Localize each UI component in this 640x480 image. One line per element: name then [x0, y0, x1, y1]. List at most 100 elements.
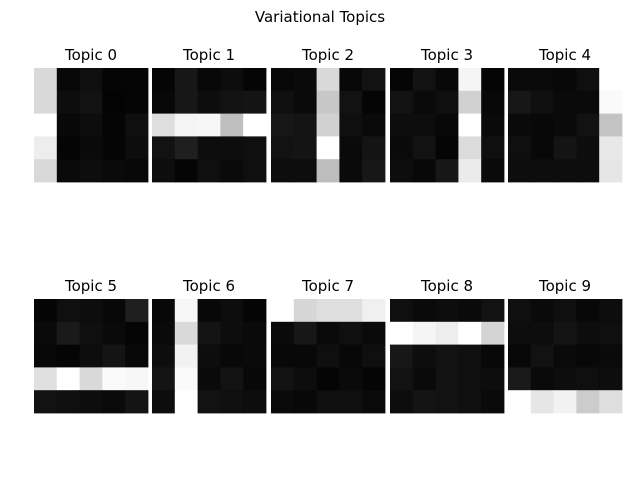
heatmap-cell [102, 68, 126, 92]
heatmap-cell [152, 390, 176, 414]
heatmap-cell [316, 159, 340, 183]
heatmap-cell [293, 113, 317, 137]
heatmap-cell [56, 113, 80, 137]
heatmap-cell [553, 90, 577, 114]
heatmap-cell [174, 136, 198, 160]
heatmap-cell [530, 344, 554, 368]
heatmap-cell [576, 367, 600, 391]
topic-panel-title: Topic 0 [64, 46, 117, 64]
heatmap-cell [125, 367, 149, 391]
heatmap-cell [530, 367, 554, 391]
heatmap-cell [435, 113, 459, 137]
heatmap-cell [435, 390, 459, 414]
heatmap-cell [174, 299, 198, 323]
heatmap-cell [390, 68, 414, 92]
topic-panel-7: Topic 7 [271, 277, 386, 414]
heatmap-cell [530, 136, 554, 160]
topic-panel-5: Topic 5 [34, 277, 149, 414]
heatmap-cell [412, 299, 436, 323]
heatmap-cell [271, 136, 295, 160]
heatmap-cell [102, 321, 126, 345]
heatmap-cell [390, 159, 414, 183]
heatmap-cell [125, 344, 149, 368]
heatmap-cell [339, 299, 363, 323]
heatmap-cell [34, 321, 58, 345]
heatmap-cell [271, 299, 295, 323]
heatmap-cell [102, 344, 126, 368]
heatmap-cell [435, 321, 459, 345]
heatmap-cell [220, 299, 244, 323]
heatmap-cell [293, 90, 317, 114]
heatmap-cell [102, 299, 126, 323]
heatmap-cell [293, 136, 317, 160]
heatmap-cell [79, 321, 103, 345]
heatmap-cell [34, 299, 58, 323]
heatmap-cell [481, 136, 505, 160]
heatmap-cell [599, 136, 623, 160]
heatmap-cell [599, 344, 623, 368]
topic-panel-6: Topic 6 [152, 277, 267, 414]
topic-panel-title: Topic 8 [420, 277, 473, 295]
heatmap-cell [220, 344, 244, 368]
heatmap-cell [56, 367, 80, 391]
heatmap-cell [197, 321, 221, 345]
heatmap-cell [458, 299, 482, 323]
heatmap-cell [599, 321, 623, 345]
heatmap-cell [481, 90, 505, 114]
heatmap-cell [412, 159, 436, 183]
topic-panel-title: Topic 9 [538, 277, 591, 295]
heatmap-cell [152, 90, 176, 114]
heatmap-cell [56, 390, 80, 414]
heatmap-cell [553, 136, 577, 160]
heatmap-cell [220, 90, 244, 114]
heatmap-cell [316, 344, 340, 368]
heatmap-cell [152, 321, 176, 345]
heatmap-cell [34, 344, 58, 368]
heatmap-cell [508, 321, 532, 345]
heatmap-cell [481, 367, 505, 391]
heatmap-cell [390, 113, 414, 137]
heatmap-cell [390, 90, 414, 114]
heatmap-cell [339, 159, 363, 183]
heatmap-cell [458, 344, 482, 368]
heatmap-cell [481, 68, 505, 92]
heatmap-cell [220, 390, 244, 414]
heatmap-cell [174, 113, 198, 137]
heatmap-cell [293, 344, 317, 368]
heatmap-cell [152, 159, 176, 183]
heatmap-cell [243, 90, 267, 114]
heatmap-cell [458, 113, 482, 137]
heatmap-cell [508, 299, 532, 323]
heatmap-cell [174, 321, 198, 345]
heatmap-cell [362, 321, 386, 345]
heatmap-cell [243, 367, 267, 391]
heatmap-cell [390, 136, 414, 160]
heatmap-cell [458, 159, 482, 183]
heatmap-cell [435, 367, 459, 391]
heatmap-cell [125, 90, 149, 114]
heatmap-cell [339, 321, 363, 345]
heatmap-cell [220, 321, 244, 345]
heatmap-cell [197, 68, 221, 92]
heatmap-cell [412, 344, 436, 368]
heatmap-cell [530, 90, 554, 114]
heatmap-cell [271, 390, 295, 414]
heatmap-cell [102, 159, 126, 183]
heatmap-cell [412, 367, 436, 391]
heatmap-cell [339, 90, 363, 114]
heatmap-cell [316, 90, 340, 114]
heatmap-cell [243, 299, 267, 323]
heatmap-cell [412, 136, 436, 160]
heatmap-cell [197, 90, 221, 114]
heatmap-cell [125, 390, 149, 414]
heatmap-cell [316, 299, 340, 323]
heatmap-cell [316, 321, 340, 345]
topic-panel-title: Topic 6 [182, 277, 235, 295]
heatmap-cell [553, 321, 577, 345]
heatmap-cell [316, 367, 340, 391]
heatmap-cell [243, 136, 267, 160]
heatmap-cell [152, 68, 176, 92]
heatmap-cell [34, 113, 58, 137]
heatmap-cell [390, 321, 414, 345]
heatmap-cell [79, 68, 103, 92]
